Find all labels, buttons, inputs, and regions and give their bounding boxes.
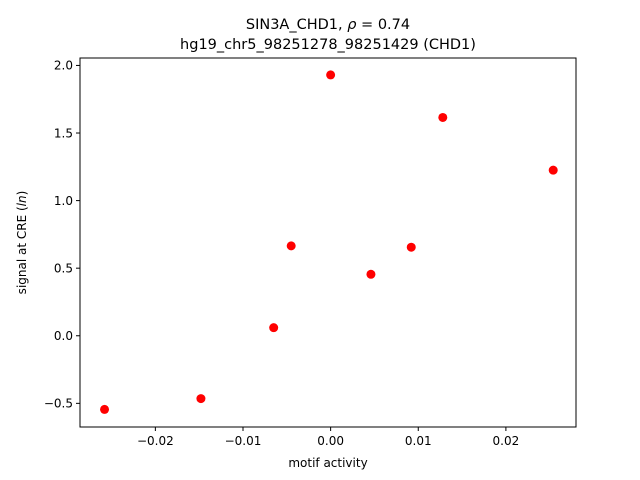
y-axis-label: signal at CRE (ln) (15, 191, 29, 295)
data-point (438, 112, 448, 122)
y-tick-label: 1.0 (54, 194, 73, 208)
data-point (100, 404, 110, 414)
x-tick-label: 0.02 (493, 434, 520, 448)
y-tick-label: 2.0 (54, 59, 73, 73)
plot-area-frame (79, 57, 577, 428)
x-tick-label: 0.01 (405, 434, 432, 448)
data-point (326, 70, 336, 80)
x-tick-label: −0.02 (137, 434, 174, 448)
rho-symbol: ρ (347, 17, 357, 33)
data-points (100, 70, 558, 414)
data-point (406, 242, 416, 252)
data-point (366, 269, 376, 279)
y-tick-label: 0.0 (54, 329, 73, 343)
x-tick-label: −0.01 (225, 434, 262, 448)
x-tick-label: 0.00 (317, 434, 344, 448)
data-point (196, 394, 206, 404)
y-tick-label: 1.5 (54, 126, 73, 140)
data-point (548, 165, 558, 175)
chart-title-line1: SIN3A_CHD1, ρ = 0.74 (246, 17, 410, 33)
data-point (286, 241, 296, 251)
axis-ticks: −0.02 −0.01 0.00 0.01 0.02 −0.5 0.0 0.5 1.0 1.5 2.… (44, 59, 519, 448)
y-tick-label: −0.5 (44, 397, 73, 411)
chart-title-line2: hg19_chr5_98251278_98251429 (CHD1) (180, 37, 476, 53)
x-axis-label: motif activity (288, 456, 367, 470)
y-tick-label: 0.5 (54, 261, 73, 275)
data-point (269, 323, 279, 333)
